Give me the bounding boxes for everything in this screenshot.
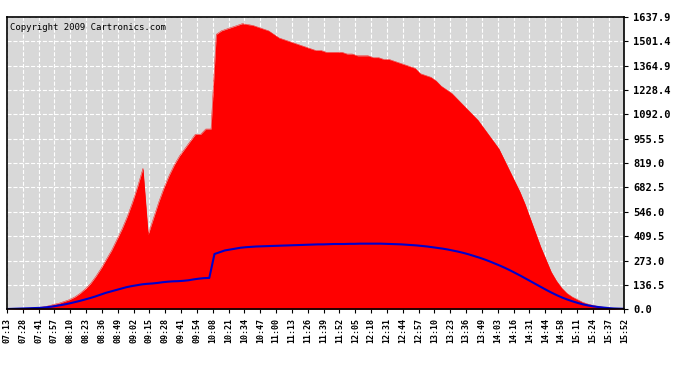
Text: West Array Power (watts red) & Effective Solar Radiation (W/m2 blue) Wed Dec 16 : West Array Power (watts red) & Effective…: [53, 9, 637, 18]
Text: Copyright 2009 Cartronics.com: Copyright 2009 Cartronics.com: [10, 23, 166, 32]
